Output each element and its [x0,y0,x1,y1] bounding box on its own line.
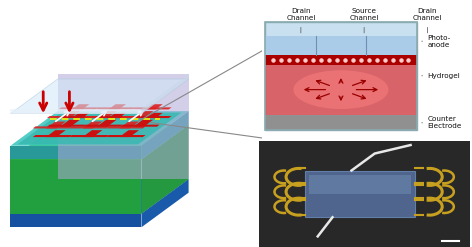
Polygon shape [142,125,189,214]
Polygon shape [133,120,153,127]
Polygon shape [119,130,139,137]
Bar [265,65,417,115]
Polygon shape [10,125,189,159]
Polygon shape [72,113,89,118]
Bar [265,55,417,65]
Polygon shape [84,125,123,127]
Polygon shape [119,122,139,128]
Text: Counter
Electrode: Counter Electrode [428,116,462,129]
Polygon shape [95,107,135,109]
Polygon shape [10,159,142,214]
Polygon shape [145,113,163,118]
Bar [265,22,417,130]
Bar [305,170,415,217]
Polygon shape [17,113,182,144]
Polygon shape [10,179,189,214]
Polygon shape [97,120,117,127]
Polygon shape [106,126,145,128]
Polygon shape [142,179,189,227]
Polygon shape [10,214,142,227]
Polygon shape [97,111,117,118]
Polygon shape [33,135,72,137]
Polygon shape [109,104,126,109]
Polygon shape [142,111,189,159]
Polygon shape [120,116,160,118]
Polygon shape [47,116,86,118]
Bar [265,115,417,130]
Polygon shape [72,104,89,109]
Polygon shape [106,135,145,137]
Polygon shape [33,126,72,128]
Text: Photo-
anode: Photo- anode [428,35,451,48]
Text: Drain
Channel: Drain Channel [286,8,316,21]
Polygon shape [10,111,189,146]
Polygon shape [84,116,123,118]
Polygon shape [10,109,142,114]
Polygon shape [132,107,171,109]
Polygon shape [47,125,86,127]
Polygon shape [59,107,98,109]
Polygon shape [60,120,80,127]
Polygon shape [10,79,189,114]
Text: Source
Channel: Source Channel [349,8,379,21]
Polygon shape [10,146,142,159]
Polygon shape [109,113,126,118]
Polygon shape [59,116,98,118]
Polygon shape [83,130,102,137]
Polygon shape [133,111,153,118]
Polygon shape [69,135,109,137]
Polygon shape [46,122,66,128]
Bar [265,22,417,130]
Polygon shape [58,74,189,179]
Polygon shape [83,122,102,128]
Polygon shape [142,74,189,114]
Polygon shape [46,130,66,137]
Polygon shape [132,116,171,118]
Polygon shape [69,126,109,128]
Polygon shape [60,111,80,118]
Polygon shape [120,125,160,127]
Text: Hydrogel: Hydrogel [428,73,460,79]
Ellipse shape [294,70,388,109]
Polygon shape [95,116,135,118]
Bar [309,175,411,194]
Polygon shape [145,104,163,109]
Text: Drain
Channel: Drain Channel [413,8,442,21]
Bar [265,36,417,55]
